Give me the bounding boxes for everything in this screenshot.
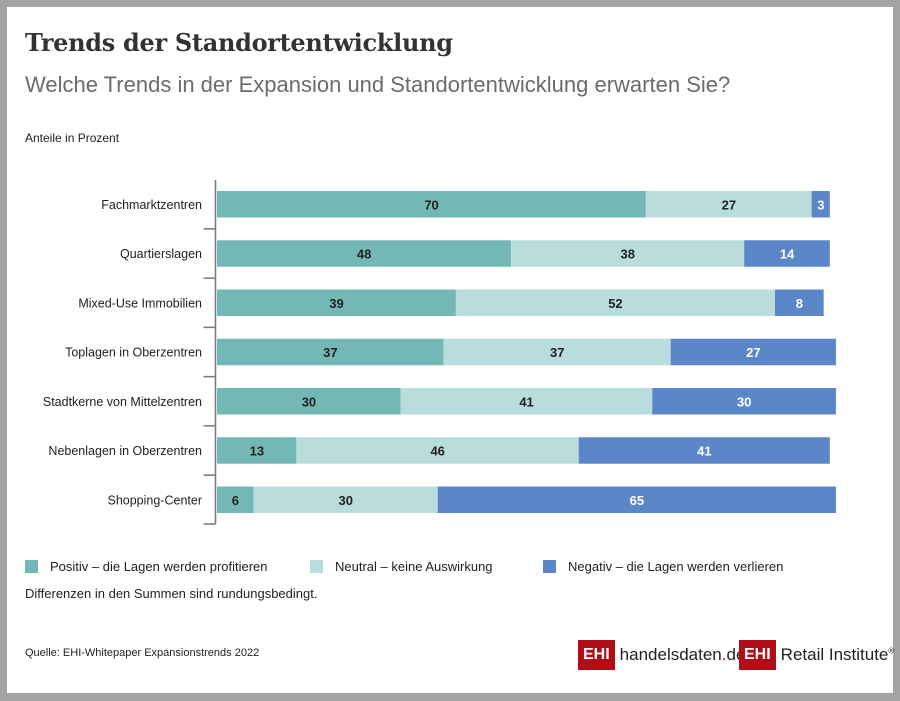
- data-label-neutral: 30: [338, 493, 352, 508]
- logo-text-main: handelsdaten: [619, 645, 722, 664]
- category-label: Toplagen in Oberzentren: [65, 346, 202, 360]
- data-label-negative: 41: [697, 444, 711, 459]
- category-label: Stadtkerne von Mittelzentren: [43, 395, 202, 409]
- data-label-positive: 37: [323, 345, 337, 360]
- category-label: Quartierslagen: [120, 247, 202, 261]
- bar-segment-positive: [217, 338, 444, 366]
- data-label-neutral: 27: [722, 197, 736, 212]
- source-text: Quelle: EHI-Whitepaper Expansionstrends …: [25, 647, 260, 659]
- logo-text-retail-institute: Retail Institute®: [781, 645, 895, 665]
- data-label-positive: 6: [232, 493, 239, 508]
- legend-swatch-neutral: [310, 560, 323, 573]
- bar-segment-negative: [437, 486, 837, 513]
- data-label-negative: 8: [796, 296, 803, 311]
- logo-handelsdaten[interactable]: EHI handelsdaten.de: [578, 640, 745, 670]
- data-label-neutral: 38: [620, 247, 634, 262]
- data-label-negative: 30: [737, 394, 751, 409]
- logo-dot: .: [721, 645, 727, 664]
- legend-label-negative: Negativ – die Lagen werden verlieren: [568, 559, 784, 574]
- bar-segment-positive: [217, 240, 512, 267]
- ehi-logo-box: EHI: [739, 640, 776, 670]
- bar-segment-neutral: [511, 240, 745, 267]
- bar-segment-negative: [670, 338, 837, 366]
- category-label: Shopping-Center: [107, 493, 202, 507]
- bar-segment-neutral: [646, 191, 812, 218]
- legend-label-neutral: Neutral – keine Auswirkung: [335, 559, 493, 574]
- bar-segment-positive: [217, 388, 401, 415]
- legend-item-negative: Negativ – die Lagen werden verlieren: [543, 559, 783, 574]
- bar-segment-neutral: [456, 289, 775, 316]
- data-label-positive: 70: [424, 197, 438, 212]
- bar-segment-negative: [578, 437, 830, 464]
- data-label-neutral: 52: [608, 296, 622, 311]
- bar-segment-negative: [811, 191, 830, 218]
- bar-segment-neutral: [443, 338, 671, 366]
- bar-segment-positive: [217, 289, 457, 316]
- logo-retail-institute[interactable]: EHI Retail Institute®: [739, 640, 894, 670]
- bar-segment-negative: [652, 388, 837, 415]
- chart-subtitle: Welche Trends in der Expansion und Stand…: [25, 72, 731, 97]
- bar-segment-negative: [744, 240, 830, 267]
- data-label-positive: 39: [329, 296, 343, 311]
- data-label-negative: 27: [746, 345, 760, 360]
- data-label-negative: 3: [817, 197, 824, 212]
- bar-segment-positive: [217, 437, 297, 464]
- legend-swatch-negative: [543, 560, 556, 573]
- legend-item-neutral: Neutral – keine Auswirkung: [310, 559, 493, 574]
- category-label: Fachmarktzentren: [101, 198, 202, 212]
- chart-title: Trends der Standortentwicklung: [25, 28, 453, 57]
- data-label-negative: 65: [630, 493, 644, 508]
- bar-segment-neutral: [253, 486, 438, 513]
- data-label-neutral: 41: [519, 394, 533, 409]
- bar-segment-negative: [774, 289, 824, 316]
- category-label: Mixed-Use Immobilien: [78, 296, 202, 310]
- unit-label: Anteile in Prozent: [25, 131, 120, 145]
- data-label-positive: 13: [250, 444, 264, 459]
- data-label-neutral: 46: [430, 444, 444, 459]
- bar-segment-neutral: [400, 388, 653, 415]
- data-label-neutral: 37: [550, 345, 564, 360]
- logo-text-handelsdaten: handelsdaten.de: [620, 645, 746, 665]
- ehi-logo-box: EHI: [578, 640, 615, 670]
- bar-segment-neutral: [296, 437, 579, 464]
- data-label-negative: 14: [780, 247, 795, 262]
- logo-text-main: Retail Institute: [780, 645, 889, 664]
- bar-segment-positive: [217, 486, 254, 513]
- bar-segment-positive: [217, 191, 647, 218]
- category-label: Nebenlagen in Oberzentren: [48, 444, 202, 458]
- registered-mark: ®: [888, 646, 895, 656]
- legend-swatch-positive: [25, 560, 38, 573]
- data-label-positive: 30: [302, 394, 316, 409]
- data-label-positive: 48: [357, 247, 371, 262]
- legend-item-positive: Positiv – die Lagen werden profitieren: [25, 559, 268, 574]
- legend-label-positive: Positiv – die Lagen werden profitieren: [50, 559, 268, 574]
- rounding-note: Differenzen in den Summen sind rundungsb…: [25, 586, 318, 601]
